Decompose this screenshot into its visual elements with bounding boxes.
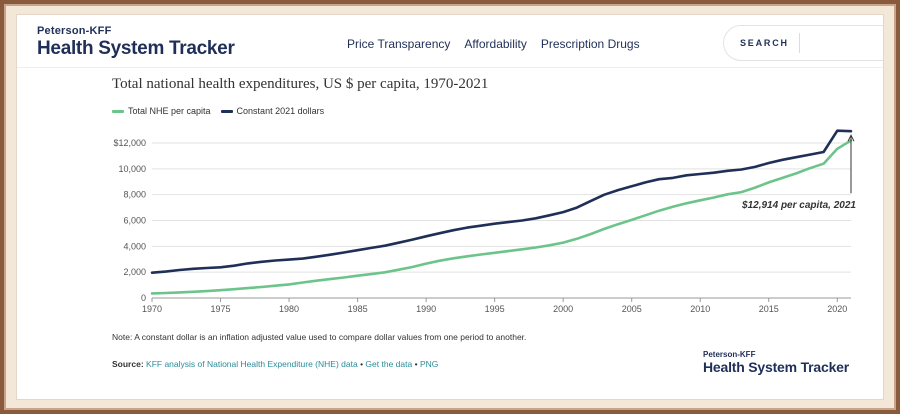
search-divider [798,33,800,53]
legend-swatch-constant [220,109,233,113]
y-tick-label-0: 0 [141,293,146,303]
y-tick-label-2000: 2,000 [123,267,146,277]
x-tick-label-1975: 1975 [211,304,231,314]
legend-item-nominal[interactable]: Total NHE per capita [112,106,211,116]
y-tick-label-4000: 4,000 [123,241,146,251]
y-tick-label-12000: $12,000 [113,138,146,148]
nav-affordability[interactable]: Affordability [464,37,527,51]
source-separator-1: • [360,359,364,369]
x-tick-label-2000: 2000 [553,304,573,314]
source-label: Source: [112,359,144,369]
search-label: SEARCH [740,38,789,48]
legend-label-nominal: Total NHE per capita [128,106,211,116]
legend-swatch-nominal [112,109,124,113]
chart-source: Source: KFF analysis of National Health … [112,359,438,369]
x-tick-label-1970: 1970 [142,304,162,314]
y-tick-label-6000: 6,000 [123,216,146,226]
picture-frame: Peterson-KFF Health System Tracker Price… [4,4,896,410]
series-line-nominal [150,139,853,295]
nav-price-transparency[interactable]: Price Transparency [347,37,451,51]
footer-logo-small: Peterson-KFF [703,350,756,359]
chart-legend: Total NHE per capita Constant 2021 dolla… [112,106,324,116]
page: Peterson-KFF Health System Tracker Price… [16,14,884,400]
y-tick-label-8000: 8,000 [123,190,146,200]
png-link[interactable]: PNG [419,359,439,369]
header-divider [17,67,883,68]
y-tick-label-10000: 10,000 [118,164,146,174]
logo-small-text: Peterson-KFF [37,25,112,37]
chart-title: Total national health expenditures, US $… [112,76,489,92]
logo-big-text: Health System Tracker [37,38,235,59]
x-tick-label-1990: 1990 [416,304,436,314]
annotation-label: $12,914 per capita, 2021 [741,200,856,211]
x-tick-label-2010: 2010 [690,304,710,314]
series-line-constant [150,129,853,274]
source-link[interactable]: KFF analysis of National Health Expendit… [146,359,358,369]
site-logo[interactable]: Peterson-KFF Health System Tracker [37,25,235,60]
legend-label-constant: Constant 2021 dollars [236,106,325,116]
footer-logo[interactable]: Peterson-KFF Health System Tracker [703,350,849,375]
x-tick-label-1980: 1980 [279,304,299,314]
x-tick-label-1995: 1995 [485,304,505,314]
footer-logo-big: Health System Tracker [703,359,849,375]
source-separator-2: • [414,359,418,369]
x-tick-label-2015: 2015 [759,304,779,314]
nav-prescription-drugs[interactable]: Prescription Drugs [540,37,640,51]
x-tick-label-2020: 2020 [827,304,847,314]
legend-item-constant[interactable]: Constant 2021 dollars [220,106,325,116]
x-tick-label-2005: 2005 [622,304,642,314]
search-box[interactable]: SEARCH [723,25,883,61]
x-tick-label-1985: 1985 [348,304,368,314]
main-nav: Price Transparency Affordability Prescri… [347,37,640,51]
chart-note: Note: A constant dollar is an inflation … [112,332,527,342]
get-data-link[interactable]: Get the data [365,359,413,369]
line-chart: 0 2,000 4,000 6,000 8,000 10,000 $12,000 1970 19… [113,129,856,314]
annotation-arrow-head [847,134,855,142]
